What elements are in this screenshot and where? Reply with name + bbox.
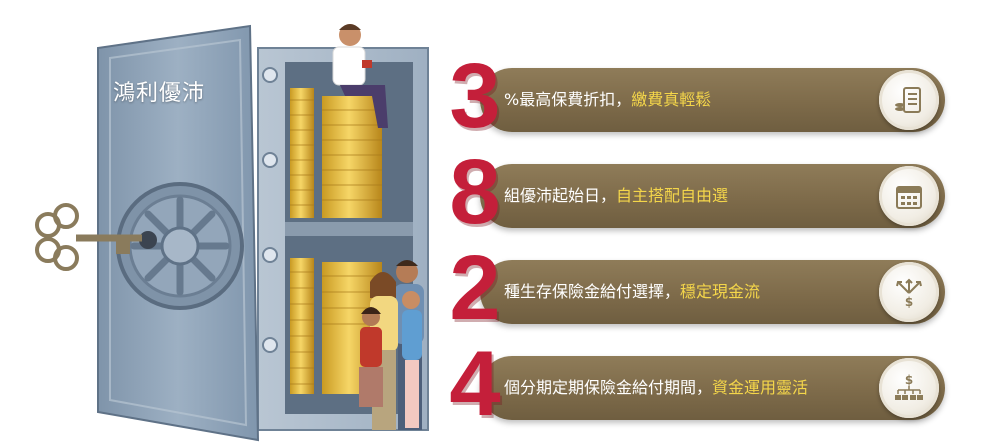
feature-bar: [480, 260, 945, 324]
feature-text: 個分期定期保險金給付期間，資金運用靈活: [504, 378, 809, 397]
vault-shelf: [285, 222, 413, 236]
calendar-icon: [879, 166, 939, 226]
feature-highlight: 自主搭配自由選: [616, 186, 729, 205]
feature-text: %最高保費折扣，繳費真輕鬆: [504, 90, 712, 109]
vault-dial: [116, 182, 244, 310]
payment-list-icon: [879, 70, 939, 130]
vault-title: 鴻利優沛: [113, 81, 206, 106]
family-illustration: [359, 260, 424, 430]
feature-bar: [480, 68, 945, 132]
svg-text:$: $: [905, 295, 913, 309]
feature-digit: 2: [449, 237, 501, 339]
money-split-icon: $: [879, 262, 939, 322]
key-illustration: [35, 203, 142, 271]
feature-row-4: 4 個分期定期保險金給付期間，資金運用靈活 $: [440, 338, 945, 430]
feature-row-3: 2 種生存保險金給付選擇，穩定現金流 $: [440, 242, 945, 334]
feature-highlight: 穩定現金流: [680, 282, 761, 301]
feature-digit: 3: [449, 45, 501, 147]
feature-row-2: 8 組優沛起始日，自主搭配自由選: [440, 146, 945, 238]
feature-bar: [480, 164, 945, 228]
feature-text: 組優沛起始日，自主搭配自由選: [504, 186, 729, 205]
feature-digit: 8: [449, 141, 501, 243]
man-illustration: [332, 24, 388, 128]
money-distribution-icon: $: [879, 358, 939, 418]
feature-text: 種生存保險金給付選擇，穩定現金流: [504, 282, 761, 301]
feature-highlight: 資金運用靈活: [712, 378, 809, 397]
svg-text:$: $: [905, 373, 913, 387]
feature-highlight: 繳費真輕鬆: [631, 90, 712, 109]
hinge-bolts: [262, 67, 278, 353]
feature-row-1: 3 %最高保費折扣，繳費真輕鬆: [440, 50, 945, 142]
feature-bar: [480, 356, 945, 420]
feature-digit: 4: [449, 333, 501, 435]
